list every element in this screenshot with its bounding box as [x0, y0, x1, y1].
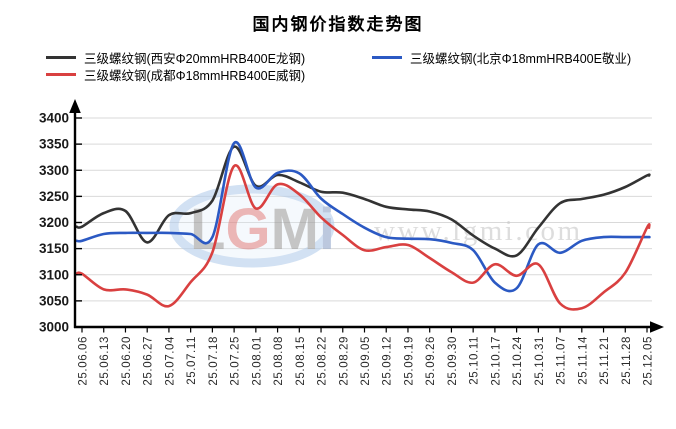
legend-swatch-black	[46, 55, 76, 59]
x-axis-label-25.07.18: 25.07.18	[208, 336, 220, 386]
legend: 三级螺纹钢(西安Φ20mmHRB400E龙钢) 三级螺纹钢(北京Φ18mmHRB…	[46, 49, 646, 83]
x-axis-label-25.06.20: 25.06.20	[121, 336, 133, 386]
x-axis-label-25.10.31: 25.10.31	[534, 336, 546, 386]
legend-label-beijing: 三级螺纹钢(北京Φ18mmHRB400E敬业)	[410, 51, 632, 66]
y-axis-arrow-icon	[69, 99, 81, 113]
y-axis-label-3150: 3150	[39, 241, 69, 256]
x-axis-label-25.08.01: 25.08.01	[251, 336, 263, 386]
x-axis-label-25.09.30: 25.09.30	[447, 336, 459, 386]
watermark: LGMi www.lgmi.com	[169, 184, 583, 268]
x-axis-arrow-icon	[650, 321, 664, 333]
x-axis-label-25.08.22: 25.08.22	[317, 336, 329, 386]
legend-item-beijing: 三级螺纹钢(北京Φ18mmHRB400E敬业)	[372, 49, 646, 66]
x-axis-label-25.07.04: 25.07.04	[164, 336, 176, 386]
x-axis-label-25.07.25: 25.07.25	[230, 336, 242, 386]
x-axis-label-25.08.15: 25.08.15	[295, 336, 307, 386]
legend-item-xian: 三级螺纹钢(西安Φ20mmHRB400E龙钢)	[46, 49, 372, 66]
y-axis-label-3400: 3400	[39, 111, 69, 126]
x-axis-label-25.09.19: 25.09.19	[403, 336, 415, 386]
y-axis-label-3000: 3000	[39, 320, 69, 335]
axes-layer: 3000 3050 3100 3150 3200 3250 3300 3350 3400 25.0…	[39, 99, 664, 386]
watermark-url: www.lgmi.com	[374, 215, 583, 247]
y-axis-label-3250: 3250	[39, 189, 69, 204]
y-axis-label-3100: 3100	[39, 267, 69, 282]
series-layer	[75, 140, 651, 311]
x-axis-label-25.07.11: 25.07.11	[186, 336, 198, 385]
chart-title: 国内钢价指数走势图	[252, 15, 424, 34]
y-axis-label-3300: 3300	[39, 163, 69, 178]
legend-item-chengdu: 三级螺纹钢(成都Φ18mmHRB400E威钢)	[46, 66, 372, 83]
x-axis-label-25.09.12: 25.09.12	[382, 336, 394, 386]
x-axis-label-25.11.14: 25.11.14	[577, 336, 589, 385]
series-line-0	[75, 145, 651, 258]
watermark-logo: LGMi	[190, 197, 335, 262]
x-axis-label-25.12.05: 25.12.05	[643, 336, 655, 386]
y-axis-label-3050: 3050	[39, 293, 69, 308]
legend-swatch-blue	[372, 55, 402, 59]
legend-label-chengdu: 三级螺纹钢(成都Φ18mmHRB400E威钢)	[84, 68, 306, 83]
legend-label-xian: 三级螺纹钢(西安Φ20mmHRB400E龙钢)	[84, 51, 306, 66]
legend-swatch-red	[46, 72, 76, 76]
grid-layer	[76, 117, 652, 302]
x-axis-label-25.06.13: 25.06.13	[99, 336, 111, 386]
series-line-1	[75, 140, 651, 293]
x-axis-label-25.06.06: 25.06.06	[78, 336, 90, 386]
x-axis-label-25.06.27: 25.06.27	[143, 336, 155, 386]
x-axis-label-25.11.21: 25.11.21	[599, 336, 611, 385]
y-axis-label-3350: 3350	[39, 137, 69, 152]
x-axis-label-25.09.05: 25.09.05	[360, 336, 372, 386]
x-axis-label-25.10.17: 25.10.17	[490, 336, 502, 386]
y-axis-label-3200: 3200	[39, 215, 69, 230]
x-axis-label-25.11.28: 25.11.28	[621, 336, 633, 385]
x-axis-label-25.08.29: 25.08.29	[338, 336, 350, 386]
x-axis-label-25.10.24: 25.10.24	[512, 336, 524, 386]
x-axis-label-25.10.11: 25.10.11	[469, 336, 481, 385]
x-axis-label-25.11.07: 25.11.07	[556, 336, 568, 385]
series-line-2	[75, 164, 651, 311]
x-axis-label-25.09.26: 25.09.26	[425, 336, 437, 386]
x-axis-label-25.08.08: 25.08.08	[273, 336, 285, 386]
